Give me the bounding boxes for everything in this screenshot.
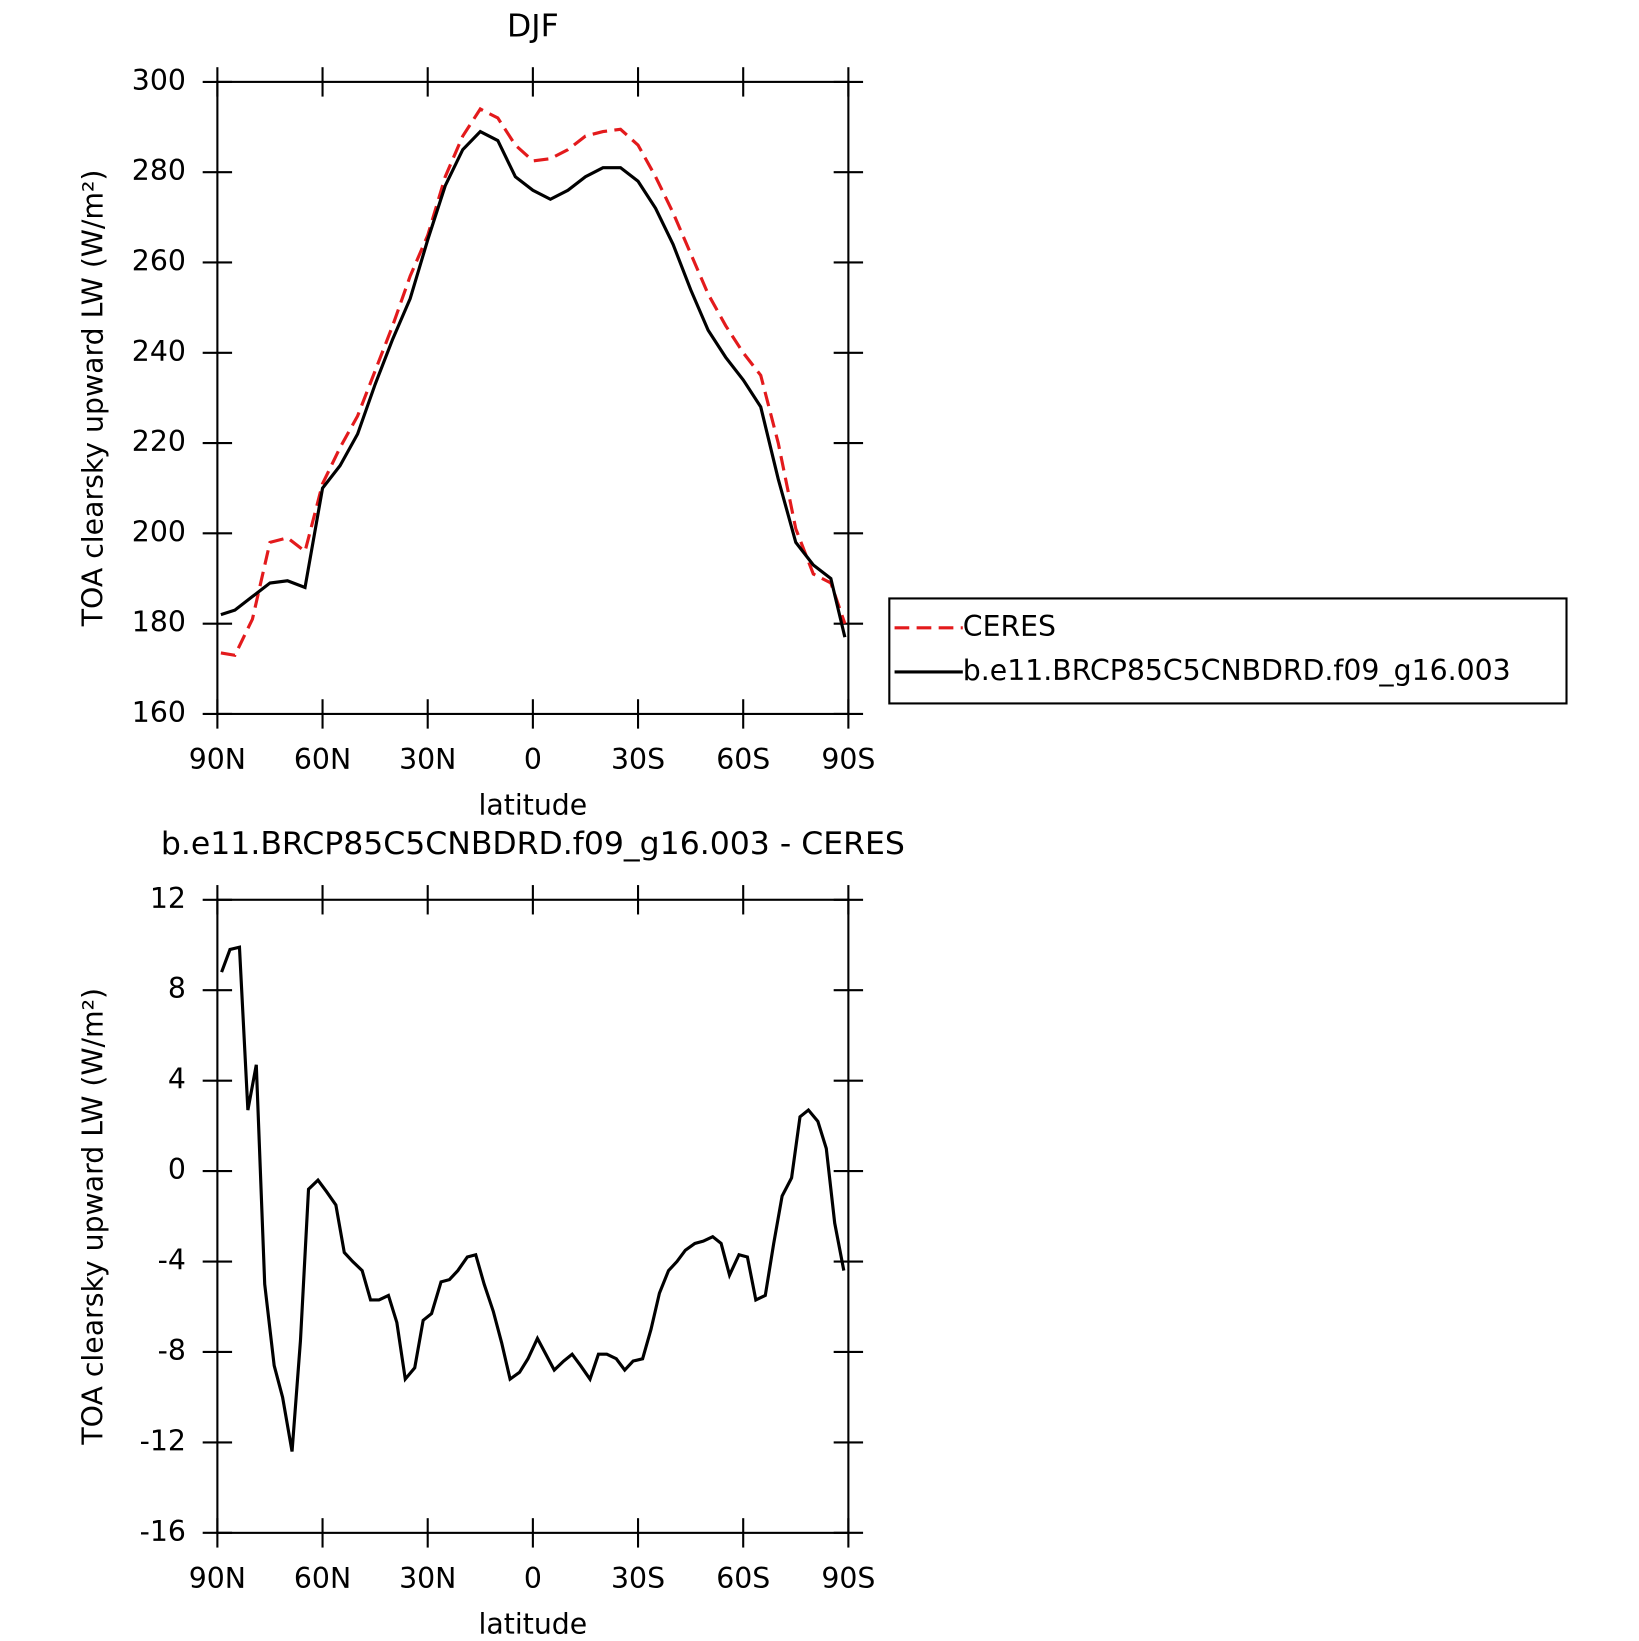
y-tick-label: -12 (140, 1424, 186, 1457)
x-tick-label: 30S (611, 1562, 665, 1595)
x-tick-label: 60S (716, 1562, 770, 1595)
x-axis-label: latitude (479, 1607, 588, 1640)
line-series (220, 106, 847, 657)
y-tick-label: 280 (132, 154, 186, 187)
y-tick-label: 300 (132, 64, 186, 97)
y-tick-label: 240 (132, 335, 186, 368)
x-tick-label: 90N (189, 1562, 246, 1595)
y-axis-label: TOA clearsky upward LW (W/m²) (77, 170, 110, 628)
y-tick-label: 12 (150, 882, 186, 915)
line-series (220, 129, 847, 638)
y-tick-label: 4 (168, 1063, 186, 1096)
chart-title: b.e11.BRCP85C5CNBDRD.f09_g16.003 - CERES (161, 826, 905, 862)
line (220, 945, 846, 1452)
y-tick-label: 180 (132, 606, 186, 639)
x-tick-label: 0 (524, 1562, 542, 1595)
y-tick-label: -8 (158, 1334, 186, 1367)
x-tick-label: 30N (399, 743, 456, 776)
x-tick-label: 30S (611, 743, 665, 776)
legend-label: CERES (963, 610, 1056, 643)
y-tick-label: 200 (132, 515, 186, 548)
y-tick-label: 8 (168, 972, 186, 1005)
y-tick-label: 260 (132, 244, 186, 277)
x-tick-label: 60N (294, 1562, 351, 1595)
chart-title: DJF (507, 8, 559, 44)
x-tick-label: 30N (399, 1562, 456, 1595)
x-axis-label: latitude (479, 788, 588, 821)
y-tick-label: 0 (168, 1153, 186, 1186)
x-tick-label: 90S (821, 743, 875, 776)
plot-frame (216, 898, 850, 1534)
plot-frame (216, 80, 850, 715)
x-tick-label: 90S (821, 1562, 875, 1595)
x-tick-label: 90N (189, 743, 246, 776)
y-tick-label: -16 (140, 1515, 186, 1548)
y-axis-label: TOA clearsky upward LW (W/m²) (77, 988, 110, 1446)
x-tick-label: 60N (294, 743, 351, 776)
y-tick-label: 160 (132, 696, 186, 729)
legend-label: b.e11.BRCP85C5CNBDRD.f09_g16.003 (963, 654, 1511, 687)
x-tick-label: 0 (524, 743, 542, 776)
legend-box (888, 597, 1568, 705)
x-tick-label: 60S (716, 743, 770, 776)
y-tick-label: -4 (158, 1244, 186, 1277)
y-tick-label: 220 (132, 425, 186, 458)
